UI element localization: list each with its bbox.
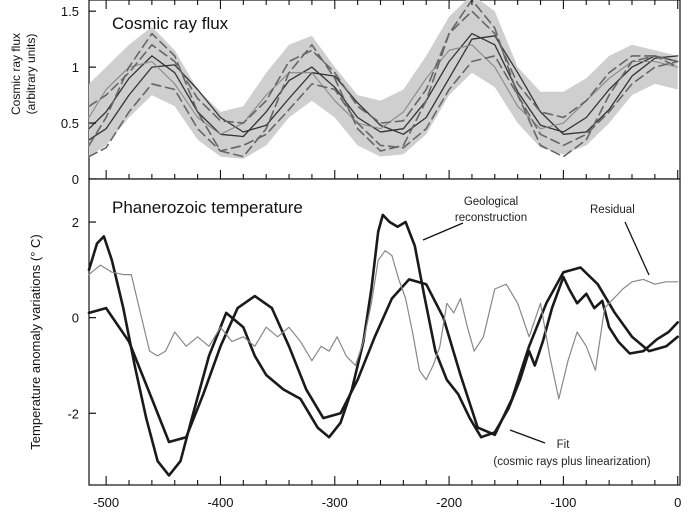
annotation-geological: Geological reconstruction: [422, 196, 527, 241]
annotation-residual: Residual: [590, 204, 650, 276]
y-tick-label: 1.5: [61, 4, 79, 19]
x-tick-label: -200: [436, 495, 462, 510]
x-tick-label: -500: [93, 495, 119, 510]
geological-reconstruction-line: [87, 213, 680, 477]
annotation-geological-line1: Geological: [464, 196, 518, 208]
temperature-y-ticks: -2 0 2: [67, 215, 96, 421]
annotation-geological-line2: reconstruction: [455, 212, 527, 224]
cosmic-ray-line-1: [88, 32, 679, 138]
y-tick-label: 2: [72, 215, 79, 230]
annotation-fit-line1: Fit: [557, 439, 571, 451]
cosmic-ray-panel: 0 0.5 1 1.5 Cosmic ray flux Cosmic ray flux…: [9, 0, 681, 187]
y-tick-label: -2: [67, 406, 79, 421]
x-tick-label: -400: [207, 495, 233, 510]
y-tick-label: 0.5: [61, 116, 79, 131]
annotation-geological-leader: [422, 222, 464, 241]
temperature-y-axis-title: Temperature anomaly variations (° C): [28, 234, 43, 449]
temperature-panel: -2 0 2 -500 -400 -300 -200 -100 0 Phanerozoic t…: [28, 178, 681, 510]
cosmic-ray-line-3: [88, 44, 679, 135]
cosmic-ray-line-5: [88, 10, 679, 124]
fit-line: [87, 266, 680, 444]
annotation-fit-leader: [509, 429, 546, 444]
y-tick-label: 1: [72, 60, 79, 75]
temperature-x-ticks: -500 -400 -300 -200 -100 0: [93, 476, 681, 510]
cosmic-ray-y-axis-title-line1: Cosmic ray flux: [9, 33, 23, 115]
annotation-fit: Fit (cosmic rays plus linearization): [493, 429, 651, 468]
x-tick-label: -100: [550, 495, 576, 510]
y-tick-label: 0: [72, 311, 79, 326]
y-tick-label: 0: [72, 172, 79, 187]
cosmic-ray-title: Cosmic ray flux: [112, 14, 229, 33]
cosmic-ray-y-ticks: 0 0.5 1 1.5: [61, 4, 96, 187]
cosmic-ray-series: [88, 0, 679, 158]
x-tick-label: 0: [674, 495, 681, 510]
temperature-series: [87, 213, 680, 477]
cosmic-ray-y-axis-title-line2: (arbitrary units): [24, 34, 38, 115]
cosmic-ray-line-6: [88, 55, 679, 158]
annotation-residual-text: Residual: [590, 204, 635, 216]
cosmic-ray-x-ticks: [105, 0, 679, 179]
temperature-title: Phanerozoic temperature: [112, 198, 303, 217]
annotation-fit-line2: (cosmic rays plus linearization): [493, 456, 650, 468]
cosmic-ray-line-4: [88, 0, 679, 158]
residual-line: [88, 250, 679, 400]
x-tick-label: -300: [322, 495, 348, 510]
annotation-residual-leader: [624, 221, 650, 276]
